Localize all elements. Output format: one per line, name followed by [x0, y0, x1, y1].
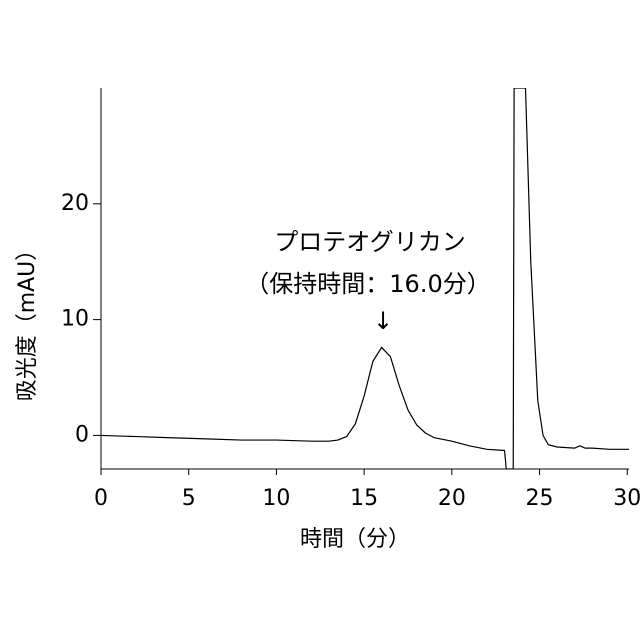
y-tick-label: 20: [61, 191, 89, 216]
x-tick-label: 30: [613, 486, 640, 511]
annotation-arrow: ↓: [373, 307, 393, 335]
annotation-title: プロテオグリカン: [274, 228, 466, 256]
x-tick-label: 25: [526, 486, 554, 511]
x-tick-label: 5: [182, 486, 196, 511]
x-tick-label: 20: [438, 486, 466, 511]
y-tick-label: 0: [75, 422, 89, 447]
x-tick-label: 0: [94, 486, 108, 511]
annotation-subtitle: （保持時間：16.0分）: [245, 270, 490, 298]
x-tick-label: 10: [262, 486, 290, 511]
x-tick-label: 15: [350, 486, 378, 511]
y-axis-label: 吸光度（mAU）: [15, 239, 40, 402]
chart: プロテオグリカン （保持時間：16.0分） ↓ 時間（分） 吸光度（mAU） 0…: [0, 0, 640, 640]
x-axis-label: 時間（分）: [300, 527, 410, 552]
y-tick-label: 10: [61, 307, 89, 332]
